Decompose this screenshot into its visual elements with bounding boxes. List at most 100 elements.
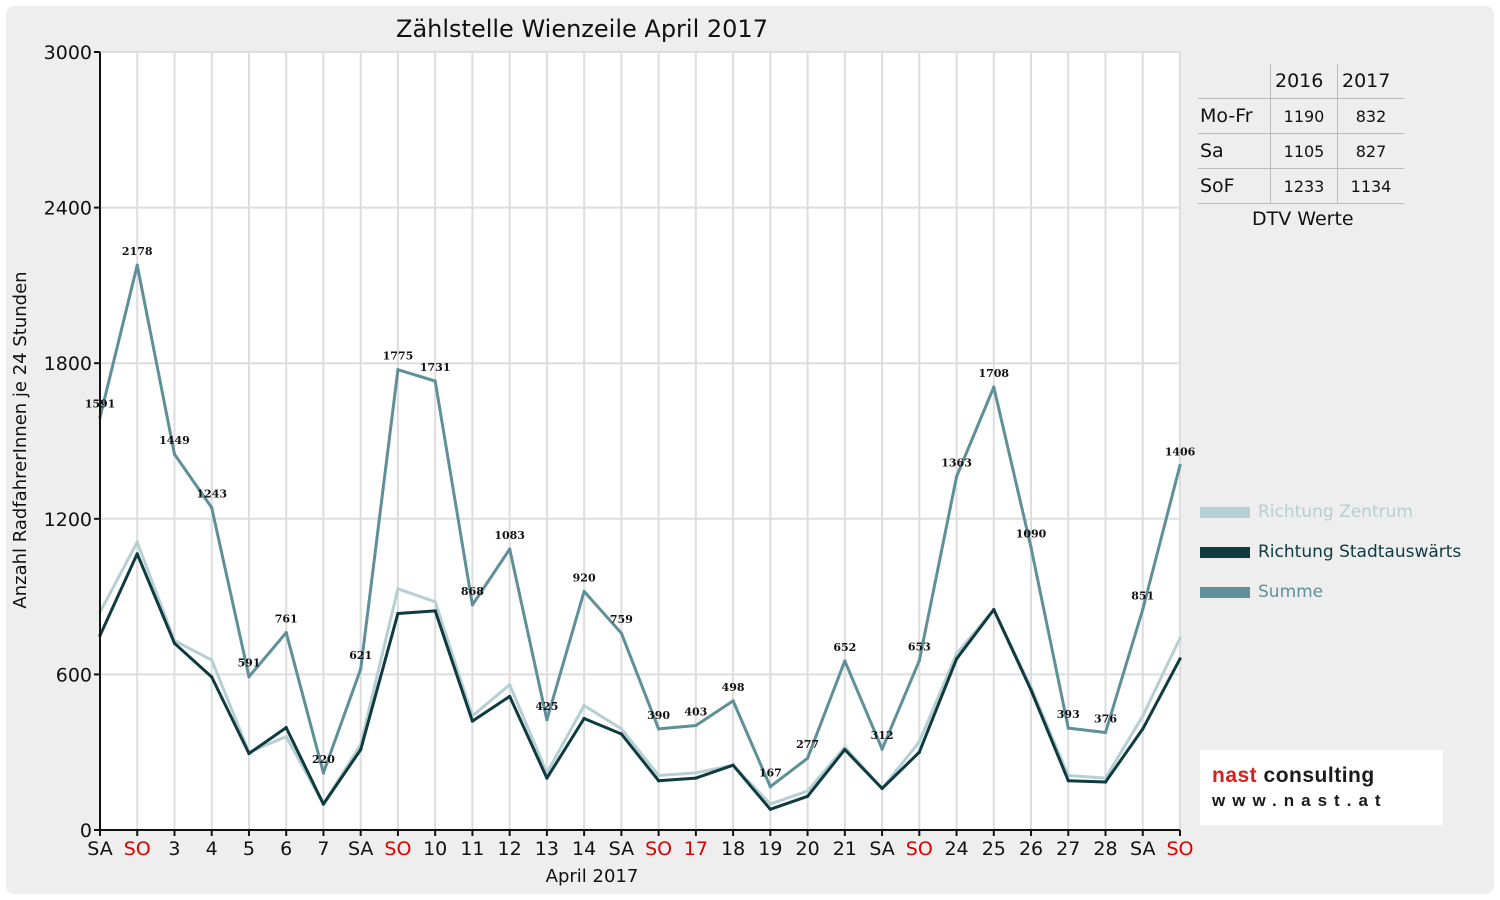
series-point-2 (880, 747, 884, 751)
series-point-1 (768, 807, 772, 811)
series-point-2 (731, 699, 735, 703)
series-line-1 (98, 552, 1182, 811)
series-point-1 (321, 802, 326, 806)
data-label: 653 (908, 641, 931, 654)
data-label: 312 (871, 729, 894, 742)
dtv-row-label: Sa (1198, 133, 1271, 169)
x-tick-label: 28 (1093, 838, 1117, 860)
data-label: 1363 (941, 457, 972, 470)
series-point-1 (1066, 779, 1070, 783)
series-point-1 (843, 748, 847, 752)
data-label: 393 (1057, 708, 1080, 721)
data-label: 390 (647, 709, 670, 722)
dtv-row-mofr: Mo-Fr 1190 832 (1198, 98, 1404, 134)
x-tick-label: 6 (280, 838, 292, 860)
brand-name: nast consulting (1212, 764, 1375, 787)
series-point-1 (172, 641, 177, 645)
x-tick-label: 20 (795, 838, 819, 860)
brand-url: www.nast.at (1212, 791, 1388, 810)
x-tick-label: 18 (721, 838, 745, 860)
x-tick-label: 7 (317, 838, 329, 860)
legend-swatch (1200, 586, 1250, 598)
dtv-value: 1134 (1337, 168, 1404, 204)
data-label: 1708 (978, 367, 1009, 380)
x-tick-label: SA (1130, 838, 1155, 860)
series-point-0 (917, 740, 921, 744)
series-point-2 (843, 659, 847, 663)
series-point-2 (657, 727, 661, 731)
dtv-header-row: 2016 2017 (1198, 64, 1404, 99)
series-point-2 (210, 506, 214, 510)
x-tick-label: 4 (206, 838, 218, 860)
data-label: 868 (461, 585, 484, 598)
x-tick-label: 3 (168, 838, 180, 860)
series-point-2 (508, 547, 512, 551)
data-label: 277 (796, 738, 819, 751)
series-point-0 (135, 540, 139, 544)
dtv-value: 1105 (1270, 133, 1338, 169)
dtv-row-sa: Sa 1105 827 (1198, 133, 1404, 169)
series-point-0 (954, 652, 959, 656)
legend-label: Richtung Zentrum (1258, 502, 1413, 522)
dtv-table: 2016 2017 Mo-Fr 1190 832 Sa 1105 827 SoF… (1198, 64, 1404, 204)
series-point-2 (1141, 607, 1145, 611)
series-point-2 (1178, 463, 1182, 467)
x-tick-label: SO (906, 838, 933, 860)
series-point-0 (210, 658, 214, 662)
series-point-2 (694, 723, 698, 728)
legend: Richtung Zentrum Richtung Stadtauswärts … (1200, 492, 1461, 612)
series-point-1 (880, 786, 884, 791)
dtv-row-label: SoF (1198, 168, 1271, 204)
series-point-2 (396, 368, 400, 372)
x-tick-label: 21 (833, 838, 857, 860)
series-lines (98, 263, 1182, 811)
x-tick-label: SA (869, 838, 894, 860)
y-tick-label: 1800 (44, 353, 92, 375)
x-tick-label: SO (384, 838, 411, 860)
x-tick-label: SO (645, 838, 672, 860)
data-label: 759 (610, 613, 633, 626)
series-point-0 (433, 600, 437, 604)
legend-item-summe: Summe (1200, 572, 1461, 612)
series-point-1 (1141, 727, 1145, 731)
data-label: 498 (722, 681, 745, 694)
series-point-2 (545, 718, 549, 722)
x-tick-label: SO (124, 838, 151, 860)
series-point-1 (992, 607, 996, 612)
brand-logo: nast consulting www.nast.at (1200, 750, 1443, 825)
series-point-0 (843, 745, 847, 749)
data-label: 591 (237, 657, 260, 670)
x-tick-label: 25 (982, 838, 1006, 860)
series-point-2 (359, 667, 363, 671)
series-point-1 (1103, 780, 1108, 784)
x-tick-label: 12 (498, 838, 522, 860)
x-tick-label: 11 (460, 838, 484, 860)
x-tick-label: SO (1166, 838, 1193, 860)
series-point-0 (657, 773, 661, 778)
legend-item-zentrum: Richtung Zentrum (1200, 492, 1461, 532)
series-point-2 (954, 474, 959, 479)
data-label: 1731 (420, 361, 451, 374)
data-labels: 1591217814491243591761220621177517318681… (85, 245, 1196, 780)
series-point-1 (508, 694, 512, 699)
series-point-1 (210, 675, 214, 679)
dtv-row-sof: SoF 1233 1134 (1198, 168, 1404, 204)
data-label: 1449 (159, 434, 190, 447)
series-point-2 (321, 771, 326, 775)
data-label: 403 (684, 705, 707, 718)
y-tick-label: 3000 (44, 42, 92, 64)
series-point-2 (582, 589, 586, 594)
series-point-0 (284, 735, 288, 739)
series-point-1 (954, 657, 959, 661)
series-point-2 (247, 675, 251, 679)
y-tick-label: 1200 (44, 509, 92, 531)
data-label: 1243 (196, 488, 227, 501)
x-tick-label: 17 (684, 838, 708, 860)
x-tick-label: 10 (423, 838, 447, 860)
series-point-2 (135, 263, 139, 267)
legend-swatch (1200, 506, 1250, 518)
y-tick-label: 2400 (44, 198, 92, 220)
x-tick-label: 13 (535, 838, 559, 860)
series-point-0 (1178, 636, 1182, 640)
